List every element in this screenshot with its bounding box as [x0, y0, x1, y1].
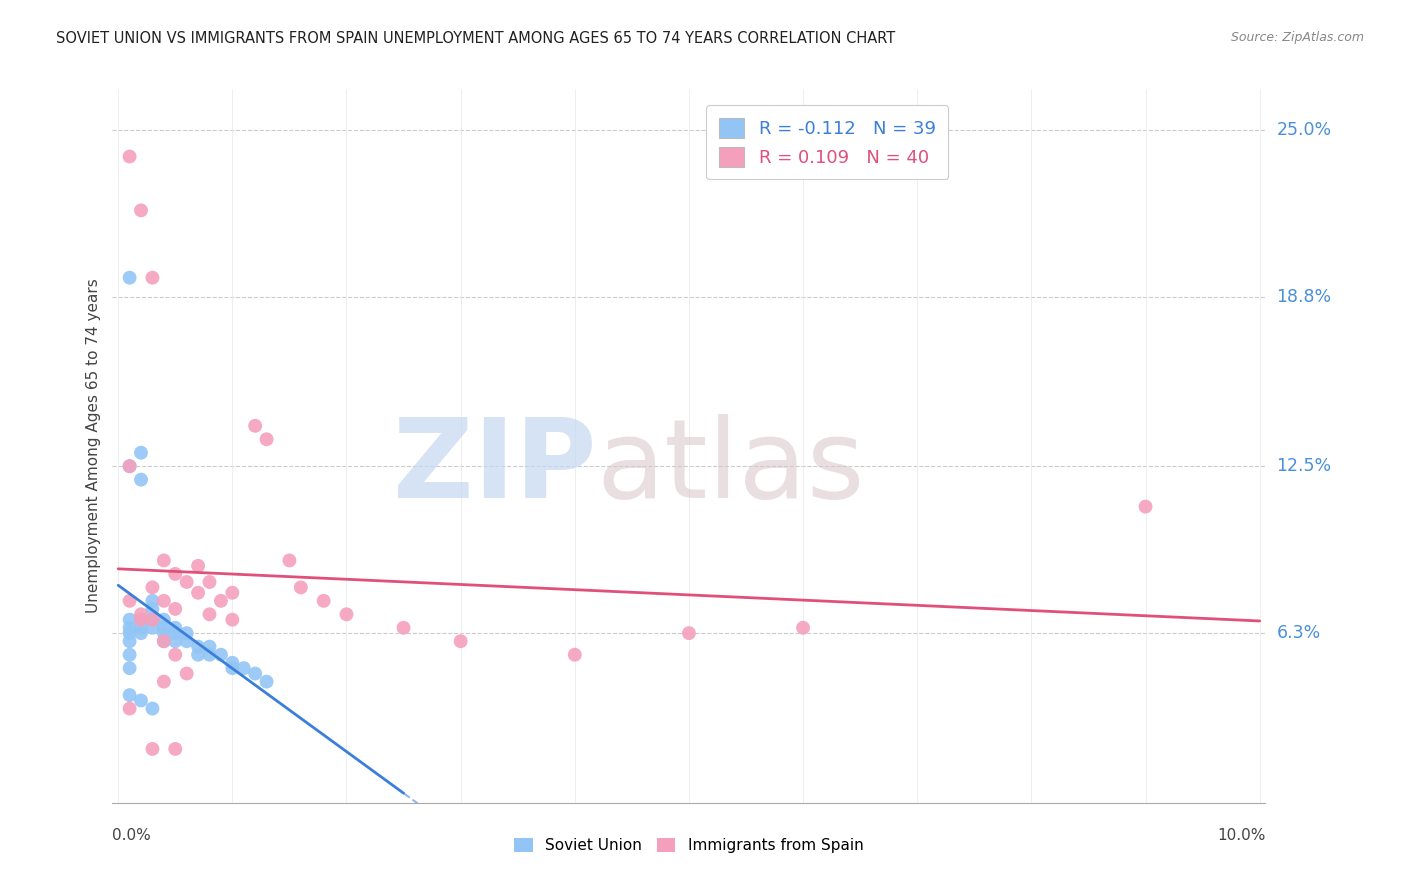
Point	[141, 602, 163, 616]
Point	[118, 661, 141, 675]
Point	[129, 693, 152, 707]
Text: 10.0%: 10.0%	[1218, 828, 1265, 843]
Point	[118, 688, 141, 702]
Point	[141, 742, 163, 756]
Point	[165, 742, 187, 756]
Point	[153, 634, 176, 648]
Point	[153, 674, 176, 689]
Point	[165, 626, 187, 640]
Point	[118, 621, 141, 635]
Point	[153, 553, 176, 567]
Point	[153, 634, 176, 648]
Text: 0.0%: 0.0%	[112, 828, 152, 843]
Point	[118, 626, 141, 640]
Point	[209, 594, 232, 608]
Point	[129, 473, 152, 487]
Point	[243, 666, 266, 681]
Point	[176, 666, 198, 681]
Text: ZIP: ZIP	[394, 414, 596, 521]
Point	[678, 626, 700, 640]
Point	[792, 621, 814, 635]
Point	[187, 586, 209, 600]
Point	[141, 701, 163, 715]
Point	[129, 621, 152, 635]
Text: 6.3%: 6.3%	[1277, 624, 1320, 642]
Text: SOVIET UNION VS IMMIGRANTS FROM SPAIN UNEMPLOYMENT AMONG AGES 65 TO 74 YEARS COR: SOVIET UNION VS IMMIGRANTS FROM SPAIN UN…	[56, 31, 896, 46]
Point	[153, 621, 176, 635]
Point	[1135, 500, 1157, 514]
Point	[118, 270, 141, 285]
Point	[153, 594, 176, 608]
Point	[232, 661, 254, 675]
Point	[165, 602, 187, 616]
Point	[165, 648, 187, 662]
Point	[198, 574, 221, 589]
Point	[141, 613, 163, 627]
Point	[118, 459, 141, 474]
Point	[165, 621, 187, 635]
Point	[129, 613, 152, 627]
Point	[564, 648, 586, 662]
Text: 12.5%: 12.5%	[1277, 458, 1331, 475]
Point	[118, 149, 141, 163]
Point	[165, 566, 187, 581]
Point	[118, 634, 141, 648]
Point	[290, 580, 312, 594]
Point	[129, 613, 152, 627]
Point	[221, 661, 243, 675]
Text: atlas: atlas	[596, 414, 865, 521]
Point	[118, 594, 141, 608]
Point	[129, 203, 152, 218]
Point	[198, 640, 221, 654]
Text: 18.8%: 18.8%	[1277, 287, 1331, 306]
Point	[256, 674, 278, 689]
Point	[118, 648, 141, 662]
Point	[176, 574, 198, 589]
Point	[118, 613, 141, 627]
Point	[129, 626, 152, 640]
Point	[141, 270, 163, 285]
Point	[256, 432, 278, 446]
Point	[141, 613, 163, 627]
Point	[198, 648, 221, 662]
Point	[198, 607, 221, 622]
Point	[187, 640, 209, 654]
Point	[118, 459, 141, 474]
Point	[209, 648, 232, 662]
Point	[278, 553, 301, 567]
Text: Source: ZipAtlas.com: Source: ZipAtlas.com	[1230, 31, 1364, 45]
Point	[141, 621, 163, 635]
Point	[129, 607, 152, 622]
Point	[450, 634, 472, 648]
Point	[153, 626, 176, 640]
Point	[176, 626, 198, 640]
Point	[243, 418, 266, 433]
Point	[221, 586, 243, 600]
Point	[141, 580, 163, 594]
Point	[141, 594, 163, 608]
Point	[187, 558, 209, 573]
Point	[221, 656, 243, 670]
Point	[129, 446, 152, 460]
Point	[176, 634, 198, 648]
Point	[187, 648, 209, 662]
Legend: Soviet Union, Immigrants from Spain: Soviet Union, Immigrants from Spain	[509, 831, 869, 859]
Point	[165, 634, 187, 648]
Text: 25.0%: 25.0%	[1277, 120, 1331, 138]
Point	[312, 594, 335, 608]
Y-axis label: Unemployment Among Ages 65 to 74 years: Unemployment Among Ages 65 to 74 years	[86, 278, 101, 614]
Point	[335, 607, 357, 622]
Point	[118, 701, 141, 715]
Point	[153, 613, 176, 627]
Point	[221, 613, 243, 627]
Point	[392, 621, 415, 635]
